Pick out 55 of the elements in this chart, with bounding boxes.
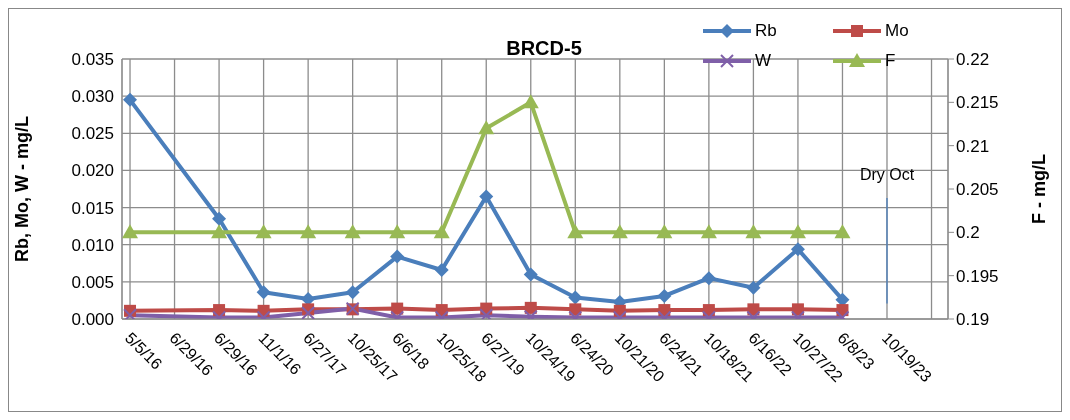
point <box>657 288 672 303</box>
point <box>567 224 584 239</box>
point <box>433 224 450 239</box>
y-tick-label: 0.000 <box>71 310 114 330</box>
y-tick-label: 0.010 <box>71 235 114 255</box>
point <box>123 92 138 107</box>
y2-tick-label: 0.19 <box>956 310 990 330</box>
point <box>789 224 806 239</box>
y2-tick-label: 0.2 <box>956 223 980 243</box>
point <box>211 224 228 239</box>
point <box>835 292 850 307</box>
chart-title: BRCD-5 <box>506 37 582 59</box>
point <box>345 285 360 300</box>
y2-tick-label: 0.22 <box>956 50 990 70</box>
point <box>745 224 762 239</box>
point <box>611 224 628 239</box>
legend-label: F <box>885 51 896 71</box>
point <box>300 224 317 239</box>
y2-tick-label: 0.195 <box>956 266 999 286</box>
point <box>791 303 804 316</box>
point <box>390 249 405 264</box>
point <box>344 224 361 239</box>
y2-tick-label: 0.205 <box>956 180 999 200</box>
point <box>834 224 851 239</box>
legend-label: W <box>755 51 772 71</box>
y-tick-label: 0.020 <box>71 161 114 181</box>
point <box>389 224 406 239</box>
y-tick-label: 0.030 <box>71 87 114 107</box>
point <box>523 267 538 282</box>
point <box>701 271 716 286</box>
point <box>656 224 673 239</box>
point <box>746 280 761 295</box>
y2-tick-label: 0.215 <box>956 93 999 113</box>
point <box>700 224 717 239</box>
legend-label: Mo <box>885 21 909 41</box>
point <box>478 120 495 135</box>
y-tick-label: 0.005 <box>71 272 114 292</box>
point <box>212 211 227 226</box>
y-tick-label: 0.035 <box>71 50 114 70</box>
point <box>256 285 271 300</box>
point <box>568 290 583 305</box>
y2-tick-label: 0.21 <box>956 136 990 156</box>
point <box>479 189 494 204</box>
y-axis-title: Rb, Mo, W - mg/L <box>12 116 33 262</box>
point <box>522 94 539 109</box>
point <box>255 224 272 239</box>
y-tick-label: 0.015 <box>71 198 114 218</box>
y2-axis-title: F - mg/L <box>1029 154 1050 224</box>
point <box>301 291 316 306</box>
y-tick-label: 0.025 <box>71 124 114 144</box>
legend-label: Rb <box>755 21 777 41</box>
point <box>790 242 805 257</box>
point <box>122 224 139 239</box>
point <box>434 262 449 277</box>
ref-line-label: Dry Oct <box>859 166 915 184</box>
